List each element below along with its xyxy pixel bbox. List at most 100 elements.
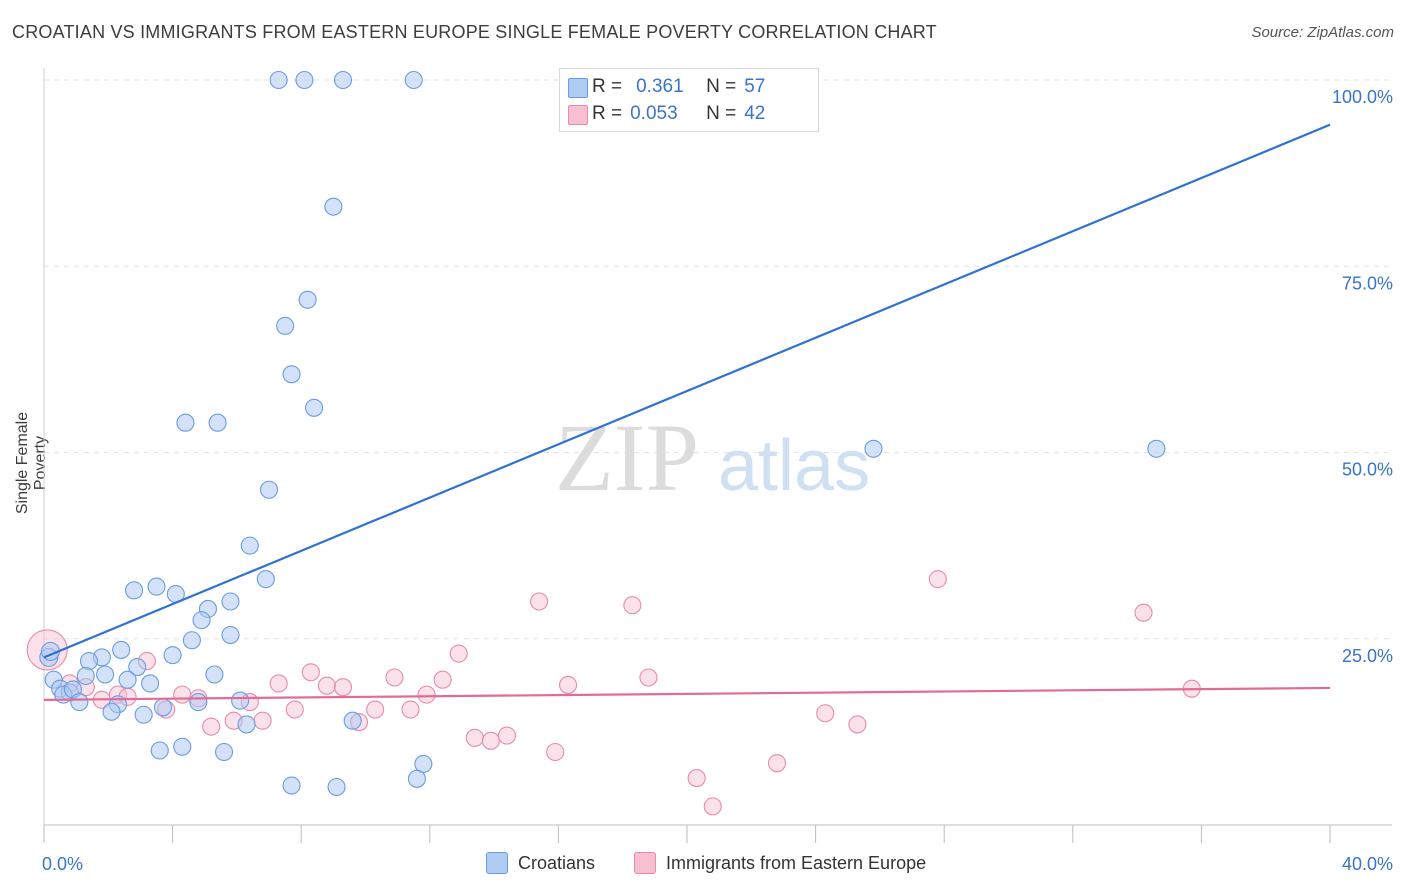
x-tick-label: 0.0% (42, 854, 83, 874)
croatians-point (76, 666, 95, 686)
tick-labels: 25.0% 50.0% 75.0% 100.0% 0.0% 40.0% (42, 87, 1393, 874)
immigrants-point (816, 704, 835, 723)
immigrants-point (558, 675, 578, 694)
immigrants-point (848, 715, 867, 734)
croatians-point (305, 398, 324, 417)
source-label: Source: ZipAtlas.com (1251, 24, 1394, 41)
croatians-legend-swatch (486, 852, 508, 874)
immigrants-n-value: 42 (744, 103, 766, 124)
croatians-legend-label: Croatians (518, 852, 596, 873)
croatians-point (259, 480, 279, 499)
croatians-point (282, 776, 301, 795)
immigrants-swatch (568, 105, 588, 125)
y-tick-label: 50.0% (1342, 460, 1393, 480)
croatians-point (163, 646, 182, 665)
croatians-point (327, 777, 346, 797)
croatians-r-value: 0.361 (636, 76, 684, 97)
croatians-point (1147, 439, 1166, 458)
croatians-point (153, 698, 173, 717)
immigrants-point (703, 797, 722, 816)
immigrants-point (253, 711, 272, 730)
croatians-point (214, 742, 234, 762)
bottom-legend-croatians: Croatians (486, 852, 595, 874)
croatians-point (240, 536, 259, 555)
watermark-zip: ZIP (555, 404, 699, 511)
croatians-point (70, 693, 89, 712)
immigrants-point (449, 644, 468, 663)
immigrants-point (333, 678, 353, 697)
croatians-point (79, 652, 99, 671)
croatians-point (102, 702, 121, 721)
croatians-point (298, 290, 317, 309)
n-label: N = (706, 103, 737, 124)
immigrants-point (687, 769, 706, 788)
immigrants-legend-swatch (634, 852, 656, 874)
immigrants-point (366, 700, 385, 719)
immigrants-legend-label: Immigrants from Eastern Europe (666, 852, 927, 873)
croatians-point (256, 570, 275, 589)
croatians-point (407, 769, 426, 788)
croatians-point (282, 365, 301, 384)
croatians-point (276, 316, 295, 335)
croatians-point (864, 439, 883, 458)
croatians-point (205, 665, 224, 684)
y-tick-label: 75.0% (1342, 273, 1393, 293)
immigrants-point (301, 663, 320, 682)
r-label: R = (592, 103, 623, 124)
croatians-point (192, 611, 211, 630)
legend-row-immigrants: R = 0.053 N = 42 (568, 101, 766, 127)
immigrants-point (639, 668, 658, 687)
croatians-point (141, 674, 160, 693)
croatians-point (182, 631, 201, 650)
immigrants-trend-line (43, 686, 1331, 701)
croatians-point (208, 413, 227, 432)
immigrants-point (497, 726, 517, 745)
legend-row-croatians: R = 0.361 N = 57 (568, 74, 766, 100)
croatians-point (414, 754, 433, 773)
croatians-point (221, 625, 240, 645)
croatians-point (221, 592, 240, 611)
croatians-point (112, 640, 131, 659)
immigrants-point (465, 728, 484, 747)
croatians-point (404, 70, 423, 90)
croatians-point (343, 711, 362, 730)
croatians-point (124, 581, 144, 600)
croatians-swatch (568, 78, 588, 98)
immigrants-point (767, 754, 787, 773)
croatians-point (231, 691, 250, 710)
immigrants-point (401, 700, 420, 719)
croatians-point (333, 70, 353, 90)
croatians-point (295, 70, 314, 90)
croatians-point (118, 670, 137, 689)
croatians-point (269, 70, 288, 90)
croatians-point (173, 737, 192, 756)
croatians-point (176, 413, 195, 432)
r-label: R = (592, 76, 623, 97)
immigrants-point (385, 668, 404, 687)
chart-title: CROATIAN VS IMMIGRANTS FROM EASTERN EURO… (12, 22, 937, 42)
croatians-point (147, 577, 166, 596)
immigrants-point (173, 685, 192, 704)
immigrants-point (202, 717, 221, 736)
immigrants-r-value: 0.053 (630, 103, 678, 124)
immigrants-point (481, 731, 500, 750)
x-tick-label: 40.0% (1342, 854, 1393, 874)
n-label: N = (706, 76, 737, 97)
y-tick-label: 25.0% (1342, 646, 1393, 666)
croatians-point (134, 705, 153, 724)
bottom-legend-immigrants: Immigrants from Eastern Europe (634, 852, 926, 874)
immigrants-point (623, 596, 642, 615)
correlation-legend: R = 0.361 N = 57 R = 0.053 N = 42 (559, 68, 819, 132)
croatians-point (237, 715, 256, 734)
croatians-point (96, 665, 115, 684)
gridlines (44, 79, 1392, 640)
croatians-trend-line (43, 123, 1331, 659)
immigrants-point (546, 742, 565, 762)
y-tick-label: 100.0% (1332, 87, 1393, 107)
croatians-n-value: 57 (744, 76, 766, 97)
immigrants-point (1134, 603, 1153, 622)
watermark: ZIP atlas (555, 404, 870, 511)
immigrants-point (433, 670, 452, 689)
trend-lines (43, 123, 1331, 701)
immigrants-point (269, 674, 288, 693)
